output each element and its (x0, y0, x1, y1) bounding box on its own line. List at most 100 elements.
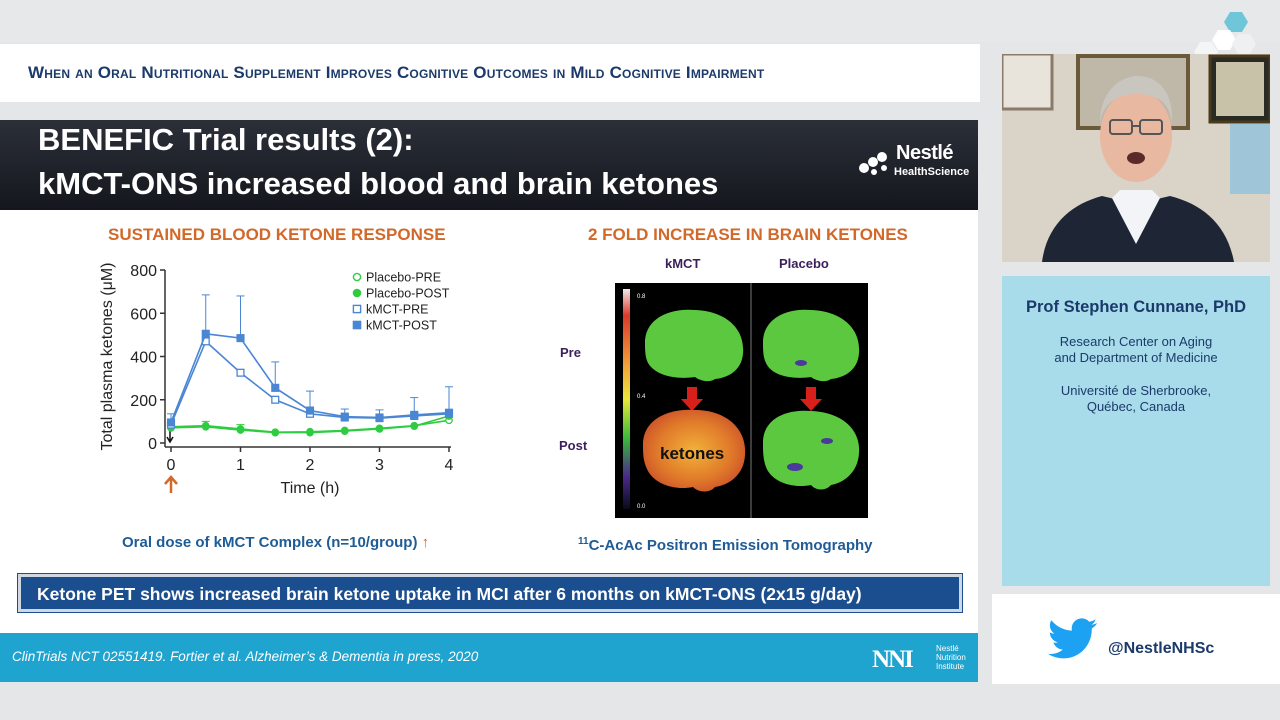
speaker-affiliation-1: Research Center on Aging (1059, 334, 1213, 349)
down-arrow-icon (681, 387, 703, 411)
speaker-name: Prof Stephen Cunnane, PhD (1025, 298, 1246, 316)
nni-sub-2: Nutrition (936, 653, 966, 662)
x-tick-label: 0 (167, 457, 176, 474)
nestle-nutrition-institute-logo: NNI Nestlé Nutrition Institute (872, 644, 972, 676)
pet-column-placebo: Placebo (779, 256, 829, 271)
y-tick-label: 200 (130, 393, 157, 410)
nni-logo-subtitle: Nestlé Nutrition Institute (936, 644, 976, 671)
data-point-kmct-post (410, 410, 419, 419)
data-point-placebo-post (271, 428, 280, 437)
oral-dose-arrow-icon (164, 475, 178, 493)
pet-svg: 0.8 0.4 0.0 ketones (623, 283, 860, 518)
twitter-handle[interactable]: @NestleNHSc (1108, 640, 1215, 657)
x-axis-label: Time (h) (281, 480, 340, 497)
logo-subtitle: HealthScience (894, 166, 970, 178)
data-point-kmct-post (166, 418, 176, 427)
y-tick-label: 600 (130, 306, 157, 323)
data-point-kmct-post (236, 334, 245, 343)
color-scale-bar (623, 289, 630, 509)
twitter-panel: @NestleNHSc (992, 594, 1280, 684)
speaker-affiliation-4: Québec, Canada (1086, 399, 1186, 414)
y-axis-label: Total plasma ketones (μM) (99, 263, 116, 450)
down-arrow-icon (800, 387, 822, 411)
data-point-kmct-pre (236, 368, 245, 377)
brain-ketone-section-title: 2 FOLD INCREASE IN BRAIN KETONES (588, 225, 908, 244)
key-finding-banner: Ketone PET shows increased brain ketone … (18, 574, 962, 612)
oral-dose-caption: Oral dose of kMCT Complex (n=10/group) ↑ (122, 534, 429, 551)
data-point-placebo-post (340, 427, 349, 435)
y-tick-label: 800 (130, 263, 157, 280)
pet-row-pre: Pre (560, 345, 581, 360)
data-point-placebo-post (201, 422, 210, 431)
pet-caption-text: C-AcAc Positron Emission Tomography (588, 537, 873, 554)
speaker-shirt (1112, 190, 1160, 244)
scale-label-bottom: 0.0 (637, 504, 646, 510)
presentation-title: When an Oral Nutritional Supplement Impr… (28, 63, 765, 82)
scale-label-mid: 0.4 (637, 394, 646, 400)
legend-label: kMCT-POST (366, 319, 437, 333)
nni-logo-mark: NNI (872, 646, 914, 673)
ketones-overlay-label: ketones (660, 444, 724, 463)
slide-footer: ClinTrials NCT 02551419. Fortier et al. … (0, 633, 978, 682)
data-point-placebo-post (375, 425, 384, 433)
citation-text: ClinTrials NCT 02551419. Fortier et al. … (12, 649, 479, 664)
x-tick-label: 3 (375, 457, 384, 474)
legend-label: Placebo-POST (366, 287, 450, 301)
data-point-kmct-post (444, 408, 454, 417)
pet-brain-image: 0.8 0.4 0.0 ketones (615, 283, 868, 518)
data-point-placebo-post (306, 428, 314, 437)
speaker-video (1002, 54, 1270, 262)
speaker-video-frame (1002, 54, 1270, 262)
legend-label: Placebo-PRE (366, 271, 441, 285)
brain-section-title-background (562, 216, 946, 252)
legend-marker (352, 304, 362, 314)
slide-title-line-2: kMCT-ONS increased blood and brain keton… (38, 166, 719, 201)
x-tick-label: 1 (236, 457, 245, 474)
pet-row-post: Post (559, 438, 588, 453)
scale-label-top: 0.8 (637, 294, 646, 300)
brain-placebo-pre (763, 309, 860, 382)
slide-title-line-1: BENEFIC Trial results (2): (38, 122, 414, 157)
pet-column-kmct: kMCT (665, 256, 701, 271)
nni-sub-3: Institute (936, 662, 965, 671)
speaker-hair (1100, 76, 1173, 124)
brain-kmct-post (643, 409, 746, 492)
blood-ketone-section-title: SUSTAINED BLOOD KETONE RESPONSE (108, 225, 446, 244)
speaker-face (1100, 90, 1172, 182)
data-point-kmct-post (305, 406, 315, 415)
isotope-superscript: 11 (578, 536, 589, 547)
speaker-info-card: Prof Stephen Cunnane, PhD Research Cente… (1002, 276, 1270, 586)
chart-svg: 0 200 400 600 800 0 1 2 3 4 Time (h) Total plasma k… (99, 263, 454, 497)
data-point-placebo-post (236, 426, 245, 434)
slide: BENEFIC Trial results (2): kMCT-ONS incr… (0, 120, 978, 682)
speaker-affiliation-2: and Department of Medicine (1054, 350, 1218, 365)
legend-marker (352, 272, 362, 282)
nni-sub-1: Nestlé (936, 644, 959, 653)
pet-caption: 11C-AcAc Positron Emission Tomography (578, 536, 873, 554)
top-band (0, 0, 1280, 62)
x-tick-label: 4 (445, 457, 454, 474)
key-finding-text: Ketone PET shows increased brain ketone … (37, 584, 862, 604)
presentation-header: When an Oral Nutritional Supplement Impr… (0, 44, 980, 102)
logo-name: Nestlé (896, 142, 954, 164)
up-arrow-icon: ↑ (421, 534, 430, 551)
legend-marker (352, 320, 362, 330)
data-point-kmct-post (375, 413, 384, 422)
twitter-icon[interactable] (1048, 618, 1098, 660)
nestle-health-science-logo: Nestlé HealthScience (856, 142, 970, 182)
legend-label: kMCT-PRE (366, 303, 429, 317)
speaker-affiliation-3: Université de Sherbrooke, (1060, 383, 1212, 398)
dose-marker-arrow-icon (166, 431, 174, 444)
brain-placebo-post (763, 410, 860, 490)
y-tick-label: 0 (148, 436, 157, 453)
nestle-birds-icon (859, 152, 887, 175)
x-tick-label: 2 (306, 457, 315, 474)
plasma-ketone-chart: 0 200 400 600 800 0 1 2 3 4 Time (h) Total plasma k… (95, 263, 500, 525)
y-tick-label: 400 (130, 350, 157, 367)
data-point-kmct-post (271, 383, 280, 392)
data-point-kmct-pre (271, 395, 280, 404)
oral-dose-caption-text: Oral dose of kMCT Complex (n=10/group) (122, 534, 418, 551)
brain-kmct-pre (645, 309, 744, 382)
data-point-placebo-post (410, 422, 419, 430)
slide-title-bar: BENEFIC Trial results (2): kMCT-ONS incr… (0, 120, 978, 210)
